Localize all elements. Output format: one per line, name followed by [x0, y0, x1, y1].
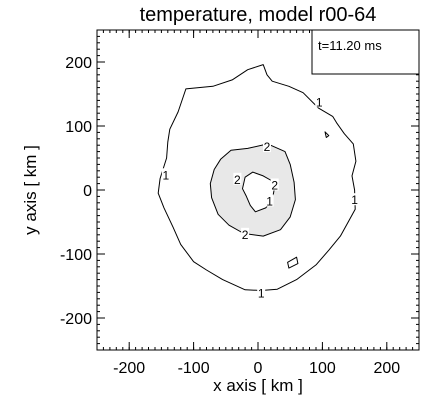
y-tick-label: 100	[65, 119, 92, 136]
contour-label-background	[241, 227, 250, 240]
contour-label: 1	[316, 95, 323, 109]
contour-label: 2	[234, 173, 241, 187]
x-tick-label: -200	[113, 360, 145, 377]
time-annotation: t=11.20 ms	[318, 38, 382, 53]
contour-label-background	[315, 95, 324, 108]
ticks-layer: -200 -100 0 100 200 -200 -100 0 100 200	[60, 29, 420, 377]
contour-level-1-1	[287, 256, 299, 269]
contour-level-1-2	[324, 131, 330, 138]
x-tick-label: 100	[309, 360, 336, 377]
contour-label: 1	[351, 193, 358, 207]
contour-label: 2	[242, 228, 249, 242]
x-tick-label: 200	[373, 360, 400, 377]
annotation-box: t=11.20 ms	[311, 29, 420, 75]
contour-label-background	[233, 172, 242, 185]
contour-label-background	[263, 140, 271, 153]
contour-level-1-0	[157, 64, 357, 291]
plot-frame	[96, 29, 420, 351]
contour-label-background	[257, 286, 266, 299]
chart-title: temperature, model r00-64	[140, 4, 377, 26]
contour-label-background	[270, 178, 279, 191]
contour-label: 2	[271, 179, 278, 193]
x-tick-label: -100	[178, 360, 210, 377]
x-axis-label: x axis [ km ]	[213, 376, 303, 395]
contour-label: 1	[266, 195, 273, 209]
y-axis-label: y axis [ km ]	[21, 145, 40, 235]
y-tick-label: 0	[83, 183, 92, 200]
y-tick-label: 200	[65, 55, 92, 72]
y-tick-label: -200	[60, 311, 92, 328]
y-tick-label: -100	[60, 247, 92, 264]
contour-layer: 1 1 1 1 2 2 2 2 1	[157, 64, 359, 301]
contour-label: 1	[163, 168, 170, 182]
contour-label: 2	[264, 140, 271, 154]
contour-label-background	[350, 193, 359, 206]
contour-label: 1	[258, 287, 265, 301]
contour-label-background	[161, 168, 170, 181]
x-tick-label: 0	[254, 360, 263, 377]
contour-label-background	[265, 194, 274, 207]
